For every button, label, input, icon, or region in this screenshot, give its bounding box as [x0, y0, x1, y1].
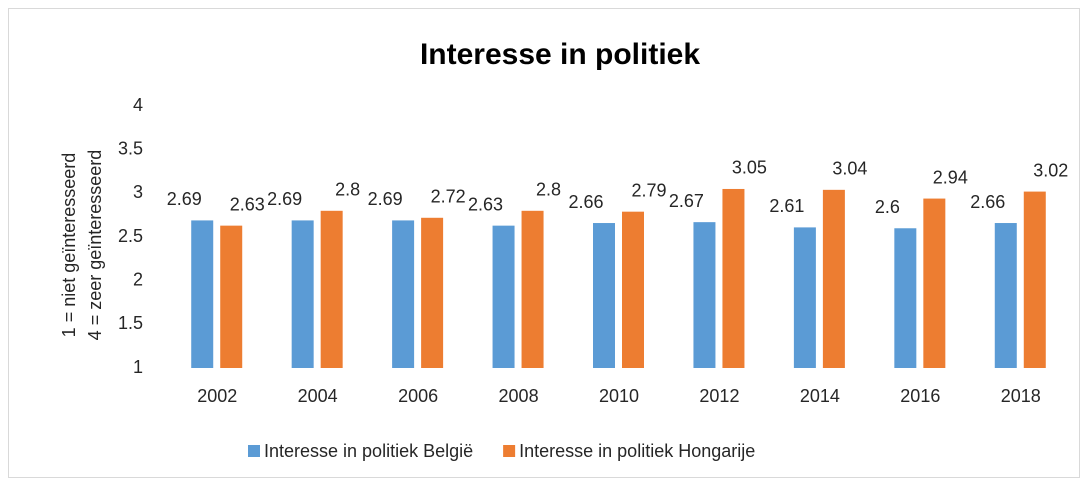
bar: [793, 227, 816, 368]
bar: [521, 210, 544, 368]
bar: [923, 198, 946, 368]
data-label: 2.66: [568, 192, 603, 212]
x-tick-label: 2004: [298, 386, 338, 406]
bar: [593, 223, 615, 368]
legend-swatch: [503, 445, 516, 457]
data-label: 2.94: [933, 167, 968, 187]
data-label: 2.63: [230, 194, 265, 214]
bar: [822, 189, 845, 368]
bar: [693, 222, 716, 368]
data-label: 2.8: [536, 180, 561, 200]
y-tick-label: 1.5: [118, 313, 143, 333]
x-tick-label: 2014: [800, 386, 840, 406]
data-label: 2.69: [167, 189, 202, 209]
data-label: 2.6: [875, 197, 900, 217]
data-label: 3.05: [732, 158, 767, 178]
legend-label: Interesse in politiek Hongarije: [519, 441, 755, 461]
data-label: 3.02: [1033, 160, 1068, 180]
bar: [320, 210, 343, 368]
legend-swatch: [248, 445, 260, 457]
data-label: 2.61: [769, 196, 804, 216]
bar: [191, 220, 214, 368]
data-label: 2.69: [368, 189, 403, 209]
data-label: 2.67: [669, 191, 704, 211]
y-axis-label: 4 = zeer geïnteresseerd: [85, 150, 105, 341]
x-tick-label: 2008: [499, 386, 539, 406]
bar: [622, 211, 644, 368]
x-tick-label: 2010: [599, 386, 639, 406]
chart-title: Interesse in politiek: [420, 38, 700, 71]
y-tick-label: 4: [133, 95, 143, 115]
bar: [1023, 191, 1046, 368]
x-tick-label: 2018: [1001, 386, 1041, 406]
x-tick-label: 2002: [197, 386, 237, 406]
bar: [291, 220, 314, 368]
y-tick-label: 3: [133, 182, 143, 202]
bar: [392, 220, 415, 368]
bar: [894, 228, 917, 368]
data-label: 2.79: [631, 180, 666, 200]
data-label: 2.8: [335, 180, 360, 200]
x-tick-label: 2016: [900, 386, 940, 406]
bar: [722, 188, 745, 368]
bar: [220, 225, 243, 368]
y-tick-label: 3.5: [118, 138, 143, 158]
x-tick-label: 2012: [699, 386, 739, 406]
bar: [421, 217, 444, 368]
data-label: 3.04: [832, 159, 867, 179]
legend-label: Interesse in politiek België: [264, 441, 473, 461]
bar: [994, 223, 1017, 368]
data-label: 2.66: [970, 192, 1005, 212]
y-axis-label: 1 = niet geïnteresseerd: [59, 153, 79, 338]
data-label: 2.69: [267, 189, 302, 209]
y-tick-label: 2.5: [118, 226, 143, 246]
y-tick-label: 1: [133, 357, 143, 377]
y-tick-label: 2: [133, 269, 143, 289]
x-tick-label: 2006: [398, 386, 438, 406]
data-label: 2.72: [431, 187, 466, 207]
bar: [492, 225, 515, 368]
data-label: 2.63: [468, 194, 503, 214]
chart-border: [8, 8, 1080, 478]
